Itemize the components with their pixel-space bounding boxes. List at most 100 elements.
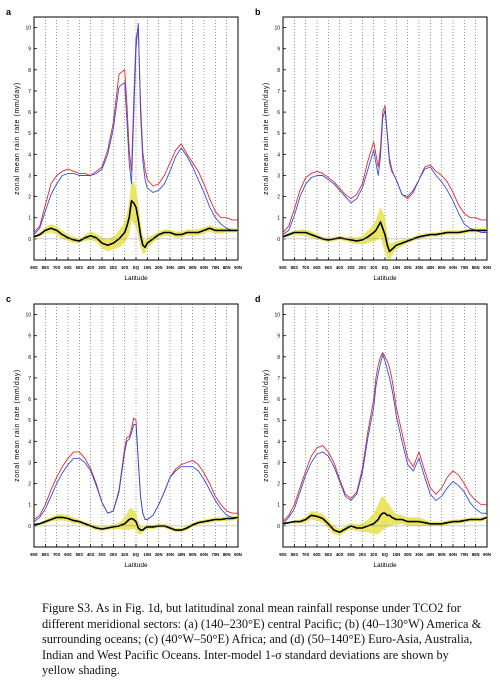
std-shading [34,181,238,254]
y-tick-label: 9 [277,47,280,53]
y-tick-label: 4 [277,152,280,158]
x-tick-label: 80S [291,552,299,557]
x-tick-label: 30N [166,552,174,557]
y-axis-label: zonal mean rain rate (mm/day) [263,82,270,195]
chart-panel-c: c 0 1 2 3 4 5 6 7 8 9 10 90S 80S 70S 60S 50S 40S 30S 20S 10S… [4,292,244,577]
x-tick-label: 60S [64,265,72,270]
x-tick-label: 10S [370,265,378,270]
x-tick-label: 50N [438,552,446,557]
y-tick-label: 6 [28,110,31,116]
x-tick-label: 60N [200,265,208,270]
x-tick-label: 20S [110,265,118,270]
x-tick-label: 40S [336,552,344,557]
x-tick-label: 80S [291,265,299,270]
y-tick-label: 3 [28,173,31,179]
x-tick-label: 90N [234,265,242,270]
x-tick-label: 50N [438,265,446,270]
y-tick-label: 1 [28,216,31,222]
y-tick-label: 6 [277,397,280,403]
y-tick-label: 7 [28,376,31,382]
y-tick-label: 8 [28,355,31,361]
y-tick-label: 4 [28,152,31,158]
x-tick-label: 70S [302,552,310,557]
y-tick-label: 10 [25,26,31,32]
x-tick-label: 80N [472,265,480,270]
x-tick-label: 20S [359,552,367,557]
x-tick-label: 70N [460,265,468,270]
x-tick-label: 50S [76,265,84,270]
x-tick-label: 10S [370,552,378,557]
x-tick-label: 60S [313,552,321,557]
x-tick-label: 20N [404,265,412,270]
y-tick-label: 1 [277,216,280,222]
x-tick-label: 50N [189,265,197,270]
y-tick-label: 8 [277,355,280,361]
y-axis-label: zonal mean rain rate (mm/day) [14,369,21,482]
std-shading [283,496,487,536]
chart-panel-d: d 0 1 2 3 4 5 6 7 8 9 10 90S 80S 70S 60S 50S 40S 30S 20S 10S… [253,292,493,577]
caption-line: different meridional sectors: (a) (140–2… [42,616,482,631]
series-red-line [33,417,238,520]
series-black-line [282,512,488,533]
panel-label: a [6,7,12,17]
chart-svg-a: a 0 1 2 3 4 5 6 7 8 9 10 90S 80S 70S 60S 50S 40S 30S 20S 10S… [6,7,242,282]
y-tick-label: 5 [28,418,31,424]
series-black-line [33,516,239,531]
caption-line: Figure S3. As in Fig. 1d, but latitudina… [42,601,461,615]
x-tick-label: 40S [336,265,344,270]
x-tick-label: EQ [133,552,140,557]
chart-panel-b: b 0 1 2 3 4 5 6 7 8 9 10 90S 80S 70S 60S 50S 40S 30S 20S 10S… [253,5,493,290]
y-tick-label: 1 [28,503,31,509]
y-tick-label: 0 [277,237,280,243]
x-tick-label: 30S [98,265,106,270]
x-tick-label: 40N [426,552,434,557]
chart-svg-d: d 0 1 2 3 4 5 6 7 8 9 10 90S 80S 70S 60S 50S 40S 30S 20S 10S… [255,294,491,569]
x-tick-label: 90S [279,552,287,557]
x-tick-label: 20S [110,552,118,557]
y-tick-label: 5 [277,131,280,137]
x-tick-label: 90N [483,552,491,557]
figure-caption: Figure S3. As in Fig. 1d, but latitudina… [42,601,494,679]
x-tick-label: 90S [30,265,38,270]
x-tick-label: 10N [392,552,400,557]
x-tick-label: EQ [382,552,389,557]
y-tick-label: 10 [25,313,31,319]
x-tick-label: 20N [155,265,163,270]
x-tick-label: 30N [415,552,423,557]
y-tick-label: 4 [28,439,31,445]
x-tick-label: 30S [347,552,355,557]
x-tick-label: 20S [359,265,367,270]
panel-label: c [6,294,11,304]
x-tick-label: 60N [449,552,457,557]
series-red-line [282,352,487,522]
x-tick-label: 80N [223,265,231,270]
y-tick-label: 0 [28,237,31,243]
y-tick-label: 2 [28,195,31,201]
caption-line: surrounding oceans; (c) (40°W–50°E) Afri… [42,632,473,646]
x-tick-label: 10N [143,265,151,270]
x-axis-label: Latitude [373,275,397,282]
panel-label: d [255,294,261,304]
series-blue-line [33,423,238,522]
x-tick-label: 10N [392,265,400,270]
y-tick-label: 5 [277,418,280,424]
x-tick-label: 60S [64,552,72,557]
y-tick-label: 9 [28,47,31,53]
y-axis-label: zonal mean rain rate (mm/day) [14,82,21,195]
series-red-line [282,105,487,233]
x-tick-label: 90S [279,265,287,270]
y-tick-label: 8 [28,68,31,74]
x-tick-label: 20N [155,552,163,557]
x-tick-label: 80N [472,552,480,557]
y-tick-label: 0 [277,524,280,530]
y-tick-label: 6 [277,110,280,116]
x-tick-label: 70S [53,265,61,270]
y-tick-label: 3 [277,173,280,179]
y-tick-label: 7 [277,376,280,382]
x-tick-label: 80S [42,265,50,270]
series-blue-line [33,22,238,235]
y-tick-label: 3 [277,460,280,466]
x-axis-label: Latitude [373,562,397,569]
y-tick-label: 2 [277,482,280,488]
x-tick-label: 30N [415,265,423,270]
